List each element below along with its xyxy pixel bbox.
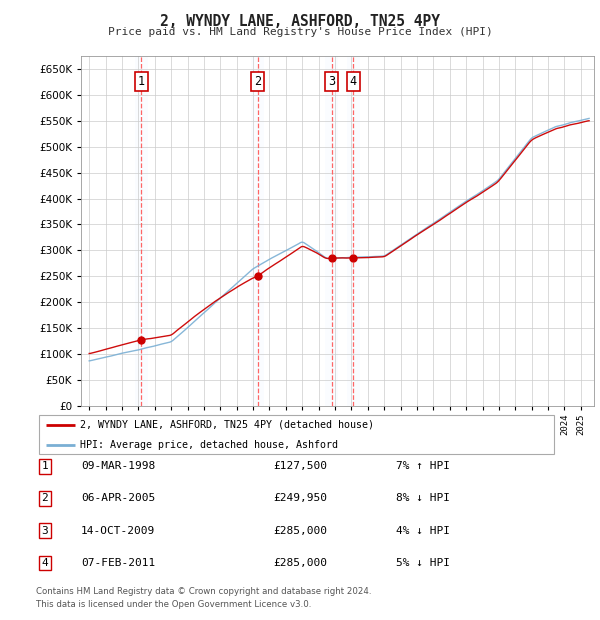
Text: 3: 3: [41, 526, 49, 536]
FancyBboxPatch shape: [38, 415, 554, 454]
Text: 1: 1: [41, 461, 49, 471]
Text: 2: 2: [41, 494, 49, 503]
Text: £127,500: £127,500: [273, 461, 327, 471]
Bar: [251, 56, 264, 406]
Text: 3: 3: [328, 75, 335, 88]
Text: £249,950: £249,950: [273, 494, 327, 503]
Text: Contains HM Land Registry data © Crown copyright and database right 2024.: Contains HM Land Registry data © Crown c…: [36, 587, 371, 596]
Text: 06-APR-2005: 06-APR-2005: [81, 494, 155, 503]
Text: 2: 2: [254, 75, 261, 88]
Text: £285,000: £285,000: [273, 558, 327, 568]
Text: Price paid vs. HM Land Registry's House Price Index (HPI): Price paid vs. HM Land Registry's House …: [107, 27, 493, 37]
Text: 8% ↓ HPI: 8% ↓ HPI: [396, 494, 450, 503]
Text: 2, WYNDY LANE, ASHFORD, TN25 4PY (detached house): 2, WYNDY LANE, ASHFORD, TN25 4PY (detach…: [80, 420, 374, 430]
Bar: [325, 56, 338, 406]
Text: 09-MAR-1998: 09-MAR-1998: [81, 461, 155, 471]
Text: 1: 1: [138, 75, 145, 88]
Text: 07-FEB-2011: 07-FEB-2011: [81, 558, 155, 568]
Text: HPI: Average price, detached house, Ashford: HPI: Average price, detached house, Ashf…: [80, 440, 338, 450]
Text: £285,000: £285,000: [273, 526, 327, 536]
Text: This data is licensed under the Open Government Licence v3.0.: This data is licensed under the Open Gov…: [36, 600, 311, 609]
Bar: [135, 56, 148, 406]
Text: 4% ↓ HPI: 4% ↓ HPI: [396, 526, 450, 536]
Text: 2, WYNDY LANE, ASHFORD, TN25 4PY: 2, WYNDY LANE, ASHFORD, TN25 4PY: [160, 14, 440, 29]
Text: 4: 4: [41, 558, 49, 568]
Text: 14-OCT-2009: 14-OCT-2009: [81, 526, 155, 536]
Text: 5% ↓ HPI: 5% ↓ HPI: [396, 558, 450, 568]
Text: 7% ↑ HPI: 7% ↑ HPI: [396, 461, 450, 471]
Text: 4: 4: [350, 75, 357, 88]
Bar: [347, 56, 360, 406]
